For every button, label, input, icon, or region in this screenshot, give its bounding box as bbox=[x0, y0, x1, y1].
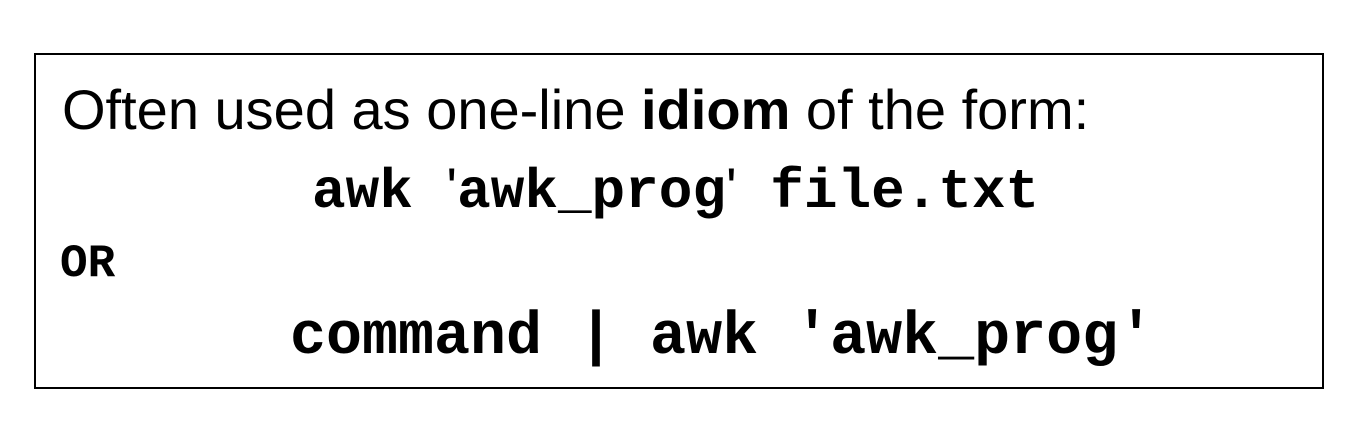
or-separator: OR bbox=[60, 238, 116, 290]
awk-program: awk_prog bbox=[457, 160, 726, 224]
intro-emphasis: idiom bbox=[641, 78, 791, 141]
input-file: file.txt bbox=[736, 160, 1040, 224]
close-quote: ' bbox=[725, 156, 737, 219]
intro-text-before: Often used as one-line bbox=[62, 78, 642, 141]
open-quote: ' bbox=[446, 156, 458, 219]
awk-file-form: awk 'awk_prog' file.txt bbox=[312, 155, 1039, 225]
pipe-form: command | awk 'awk_prog' bbox=[290, 304, 1155, 372]
awk-command: awk bbox=[312, 160, 447, 224]
intro-line: Often used as one-line idiom of the form… bbox=[62, 77, 1089, 143]
intro-text-after: of the form: bbox=[790, 78, 1090, 141]
idiom-box: Often used as one-line idiom of the form… bbox=[34, 53, 1324, 389]
